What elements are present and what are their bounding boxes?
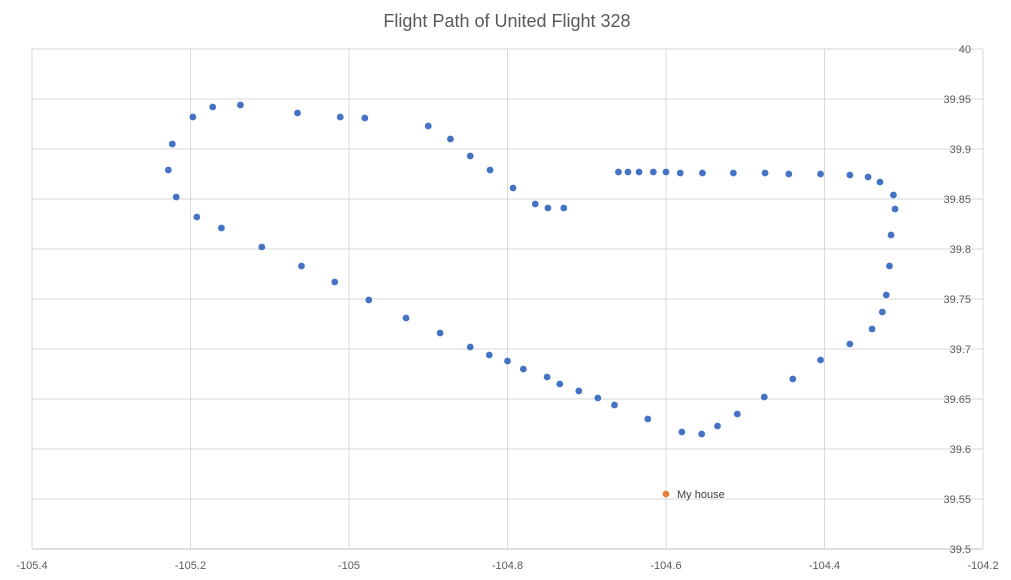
data-point: [760, 393, 768, 401]
y-tick-label: 40: [959, 44, 971, 56]
data-point: [662, 490, 670, 498]
data-point: [466, 152, 474, 160]
data-point: [237, 101, 244, 109]
data-point: [298, 262, 305, 270]
data-point: [635, 168, 643, 176]
y-tick-label: 39.6: [950, 444, 971, 456]
data-point: [218, 224, 225, 232]
data-point: [543, 373, 551, 381]
x-tick-label: -105.4: [16, 560, 47, 572]
data-point: [876, 178, 884, 186]
data-point: [193, 213, 201, 221]
y-tick-label: 39.55: [943, 494, 971, 506]
data-point: [575, 387, 583, 395]
x-tick-label: -104.2: [967, 560, 998, 572]
x-tick-label: -105.2: [175, 560, 206, 572]
data-point: [789, 375, 797, 383]
data-point: [209, 103, 217, 111]
data-point: [868, 325, 876, 333]
data-point: [785, 170, 793, 178]
data-point: [864, 173, 872, 181]
data-point: [336, 113, 344, 121]
data-point: [365, 296, 373, 304]
x-tick-label: -105: [338, 560, 360, 572]
data-point: [846, 340, 854, 348]
data-point: [678, 428, 686, 436]
data-point: [531, 200, 539, 208]
data-point: [615, 168, 622, 176]
data-point: [556, 380, 564, 388]
y-tick-label: 39.8: [950, 244, 971, 256]
y-tick-label: 39.95: [943, 94, 971, 106]
data-point: [172, 193, 180, 201]
annotations: My house: [677, 489, 725, 501]
data-point: [509, 184, 517, 192]
y-tick-label: 39.9: [950, 144, 971, 156]
data-point: [624, 168, 632, 176]
data-point: [886, 262, 893, 270]
data-label: My house: [677, 489, 725, 501]
data-point: [189, 113, 197, 121]
data-point: [714, 422, 721, 430]
data-point: [890, 191, 897, 199]
y-tick-label: 39.5: [950, 544, 971, 556]
data-point: [436, 329, 444, 337]
data-point: [662, 168, 670, 176]
chart-title: Flight Path of United Flight 328: [383, 11, 630, 31]
data-point: [699, 169, 706, 177]
data-point: [733, 410, 741, 418]
data-point: [729, 169, 737, 177]
data-point: [331, 278, 339, 286]
data-point: [294, 109, 301, 117]
y-tick-label: 39.75: [943, 294, 971, 306]
data-point: [887, 231, 895, 239]
data-point: [424, 122, 432, 130]
data-point: [649, 168, 657, 176]
data-point: [698, 430, 706, 438]
data-point: [846, 171, 854, 179]
y-axis-tick-labels: 39.5 39.55 39.6 39.65 39.7 39.75 39.8 39.85 39.9…: [943, 44, 971, 556]
data-point: [504, 357, 511, 365]
y-tick-label: 39.7: [950, 344, 971, 356]
data-point: [676, 169, 684, 177]
data-point: [594, 394, 602, 402]
data-point: [164, 166, 172, 174]
x-axis-tick-labels: -105.4 -105.2 -105 -104.8 -104.6 -104.4 -104.2: [16, 560, 998, 572]
data-point: [168, 140, 176, 148]
data-point: [402, 314, 410, 322]
data-point: [560, 204, 568, 212]
x-tick-label: -104.6: [650, 560, 681, 572]
data-point: [817, 356, 824, 364]
data-point: [486, 166, 494, 174]
data-point: [466, 343, 474, 351]
data-point: [361, 114, 369, 122]
data-point: [611, 401, 618, 409]
x-tick-label: -104.8: [492, 560, 523, 572]
data-point: [891, 205, 899, 213]
data-point: [817, 170, 824, 178]
data-point: [878, 308, 886, 316]
x-tick-label: -104.4: [809, 560, 840, 572]
data-point: [644, 415, 652, 423]
data-points: [164, 101, 899, 498]
data-point: [519, 365, 527, 373]
data-point: [761, 169, 769, 177]
data-point: [485, 351, 493, 359]
data-point: [258, 243, 266, 251]
data-point: [447, 135, 454, 143]
y-tick-label: 39.65: [943, 394, 971, 406]
y-tick-label: 39.85: [943, 194, 971, 206]
data-point: [882, 291, 890, 299]
data-point: [544, 204, 552, 212]
gridlines: [31, 48, 984, 550]
